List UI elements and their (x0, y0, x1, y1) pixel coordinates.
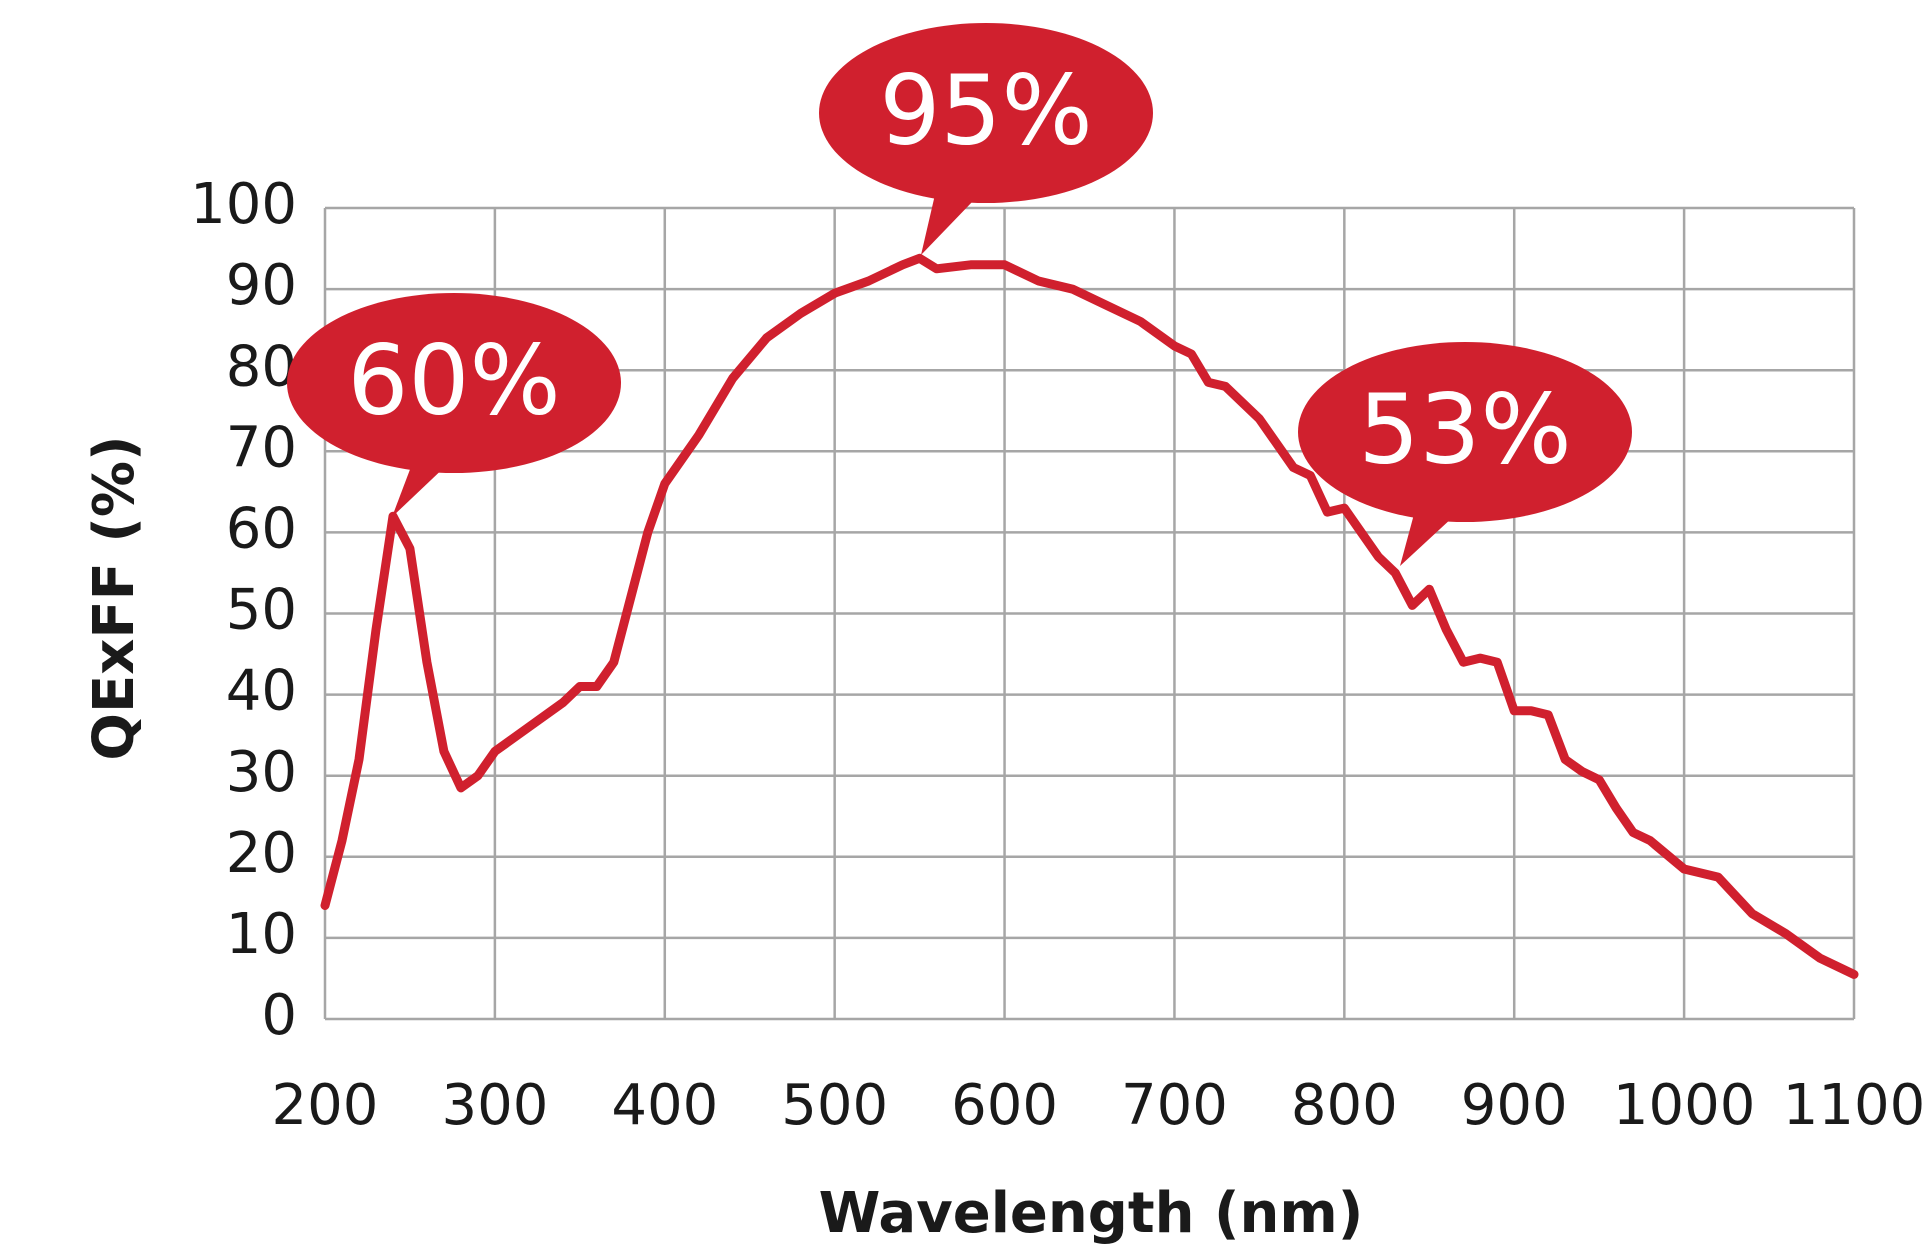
callout-bubble (1298, 342, 1632, 522)
y-tick-label: 80 (226, 334, 297, 399)
y-tick-label: 60 (226, 497, 297, 562)
callout: 60% (287, 293, 621, 517)
x-tick-label: 700 (1121, 1073, 1228, 1138)
y-tick-label: 50 (226, 578, 297, 643)
callout-bubble (287, 293, 621, 473)
y-tick-label: 100 (190, 172, 297, 237)
callout-bubble (819, 23, 1153, 203)
callout-label: 95% (879, 54, 1092, 166)
x-tick-label: 900 (1461, 1073, 1568, 1138)
x-tick-label: 600 (951, 1073, 1058, 1138)
x-tick-label: 300 (441, 1073, 548, 1138)
x-tick-label: 200 (272, 1073, 379, 1138)
x-tick-label: 1100 (1783, 1073, 1925, 1138)
callout-label: 60% (347, 324, 560, 436)
y-tick-label: 0 (261, 983, 297, 1048)
y-tick-label: 30 (226, 740, 297, 805)
y-tick-label: 20 (226, 821, 297, 886)
y-tick-label: 10 (226, 902, 297, 967)
y-tick-label: 90 (226, 253, 297, 318)
callout: 53% (1298, 342, 1632, 566)
callout: 95% (819, 23, 1153, 255)
x-tick-label: 1000 (1613, 1073, 1756, 1138)
y-tick-label: 40 (226, 659, 297, 724)
y-axis-title: QExFF (%) (82, 435, 147, 760)
x-tick-label: 500 (781, 1073, 888, 1138)
x-axis-title: Wavelength (nm) (819, 1181, 1364, 1246)
x-tick-label: 400 (611, 1073, 718, 1138)
data-line (320, 253, 1859, 979)
x-tick-label: 800 (1291, 1073, 1398, 1138)
y-tick-label: 70 (226, 415, 297, 480)
callout-label: 53% (1358, 373, 1571, 485)
